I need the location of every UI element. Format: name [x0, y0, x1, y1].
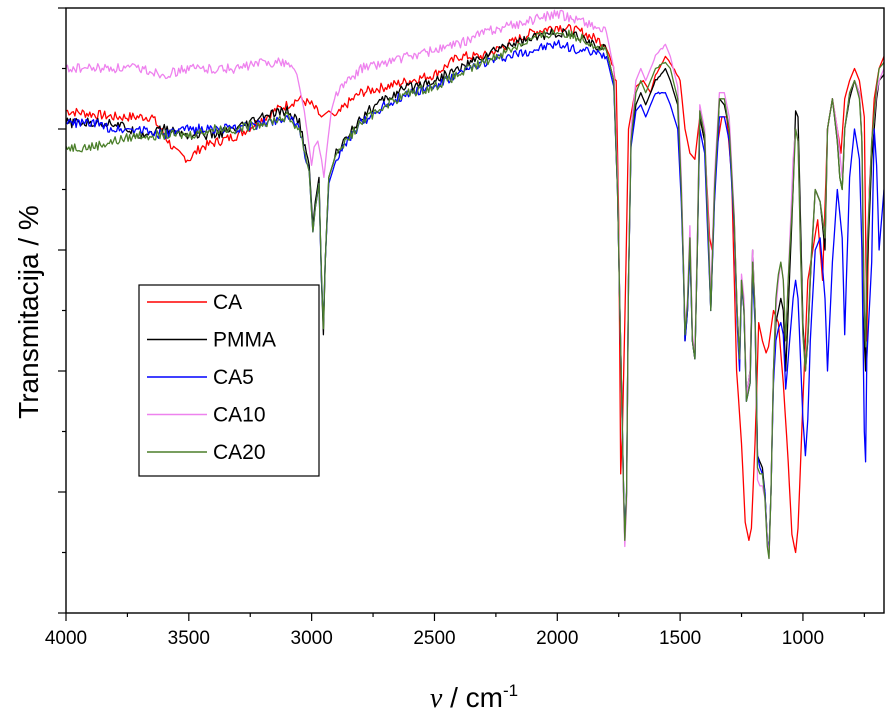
x-axis-exponent: -1 — [503, 681, 518, 700]
legend-label-pmma: PMMA — [213, 329, 276, 352]
x-axis-symbol: ν — [430, 683, 443, 714]
x-tick-label: 3000 — [291, 628, 333, 649]
x-tick-label: 1500 — [659, 628, 701, 649]
x-tick-label: 4000 — [45, 628, 87, 649]
legend-label-ca20: CA20 — [213, 441, 266, 464]
legend-label-ca: CA — [213, 291, 242, 314]
x-axis-title: ν / cm-1 — [430, 681, 518, 714]
x-axis-unit: / cm — [442, 682, 503, 713]
series-line-ca — [66, 23, 884, 554]
x-tick-label: 2000 — [536, 628, 578, 649]
y-axis-title: Transmitacija / % — [13, 205, 44, 419]
legend-box — [138, 284, 320, 477]
x-tick-label: 2500 — [413, 628, 455, 649]
x-tick-label: 3500 — [168, 628, 210, 649]
legend-label-ca5: CA5 — [213, 366, 254, 389]
legend-entries: CA PMMA CA5 CA10 CA20 — [147, 291, 276, 464]
x-tick-label: 1000 — [782, 628, 824, 649]
series-layer — [66, 9, 884, 560]
legend: CA PMMA CA5 CA10 CA20 — [138, 284, 320, 477]
y-axis — [58, 7, 66, 614]
legend-label-ca10: CA10 — [213, 404, 266, 427]
series-line-ca20 — [66, 29, 884, 560]
x-axis: 4000 3500 3000 2500 2000 1500 1000 — [45, 613, 865, 649]
